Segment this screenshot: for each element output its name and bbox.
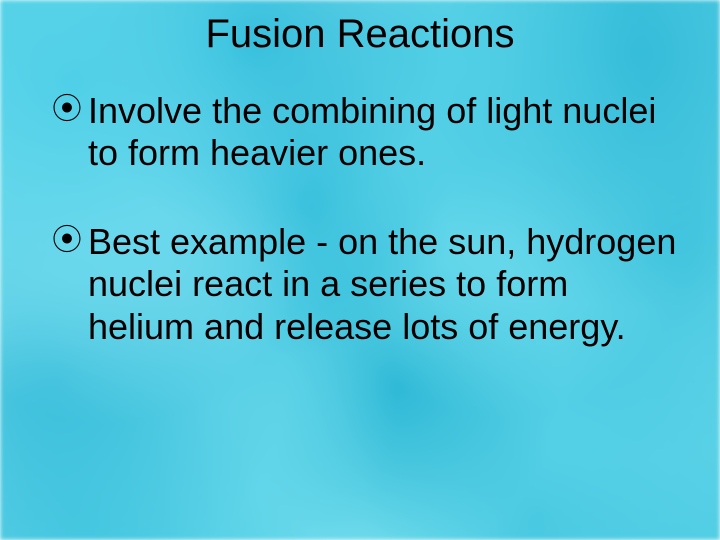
bullet-glyph-icon: ⦿ xyxy=(52,223,82,258)
bullet-list: ⦿ Involve the combining of light nuclei … xyxy=(0,90,720,348)
bullet-item: ⦿ Best example - on the sun, hydrogen nu… xyxy=(52,221,680,348)
bullet-glyph-icon: ⦿ xyxy=(52,92,82,127)
slide-title: Fusion Reactions xyxy=(0,0,720,56)
slide-content: Fusion Reactions ⦿ Involve the combining… xyxy=(0,0,720,540)
bullet-text: Involve the combining of light nuclei to… xyxy=(88,90,680,175)
bullet-text: Best example - on the sun, hydrogen nucl… xyxy=(88,221,680,348)
bullet-item: ⦿ Involve the combining of light nuclei … xyxy=(52,90,680,175)
